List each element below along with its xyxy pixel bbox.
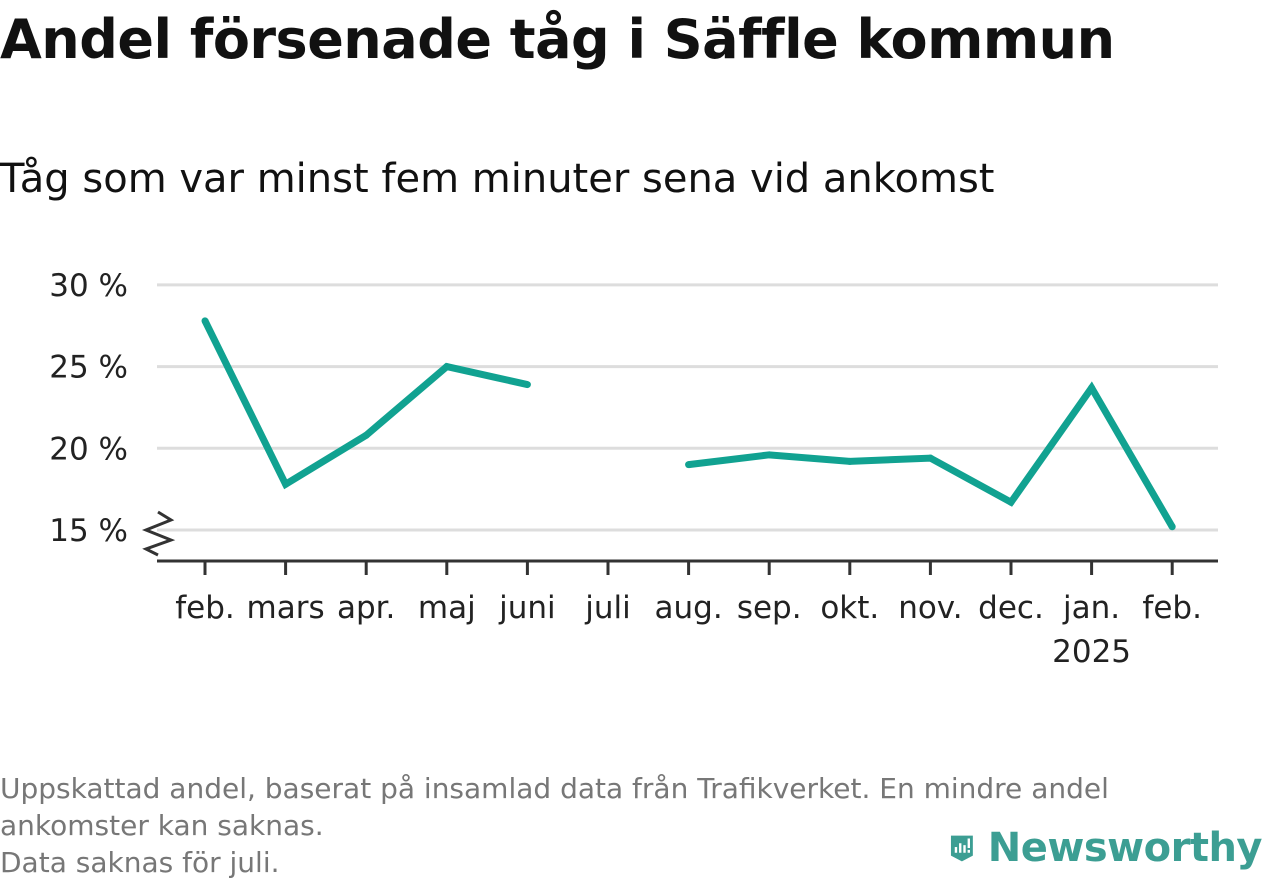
x-tick-label: juni	[498, 590, 556, 626]
x-axis	[141, 510, 1218, 575]
chart-title: Andel försenade tåg i Säffle kommun	[0, 8, 1115, 71]
y-tick-label: 25 %	[49, 350, 128, 386]
footer-note: Uppskattad andel, baserat på insamlad da…	[0, 770, 1250, 881]
x-tick-label: aug.	[655, 590, 723, 626]
series	[201, 317, 1176, 531]
x-tick-label: okt.	[820, 590, 879, 626]
tick-labels: 15 % 20 % 25 % 30 % feb. mars apr. maj juni juli a…	[49, 268, 1202, 670]
data-point	[1168, 523, 1176, 531]
y-tick-label: 30 %	[49, 268, 128, 304]
y-tick-label: 15 %	[49, 513, 128, 549]
brand: Newsworthy	[950, 818, 1262, 878]
x-tick-label: jan.	[1062, 590, 1120, 626]
y-tick-label: 20 %	[49, 431, 128, 467]
x-tick-label: maj	[418, 590, 476, 626]
data-point	[523, 381, 531, 389]
data-point	[362, 431, 370, 439]
data-point	[443, 363, 451, 371]
axis-break-icon	[141, 510, 176, 557]
x-tick-label: feb.	[175, 590, 235, 626]
data-point	[765, 451, 773, 459]
chart-subtitle: Tåg som var minst fem minuter sena vid a…	[0, 156, 995, 202]
footer-note-line2: Data saknas för juli.	[0, 846, 280, 879]
x-tick-label: mars	[247, 590, 325, 626]
x-tick-label: sep.	[737, 590, 802, 626]
data-point	[282, 480, 290, 488]
series-line	[201, 319, 529, 490]
x-tick-label: nov.	[898, 590, 962, 626]
brand-name: Newsworthy	[987, 825, 1262, 871]
x-tick-label: apr.	[337, 590, 395, 626]
gridlines	[157, 283, 1218, 532]
x-tick-sublabel: 2025	[1052, 634, 1131, 670]
data-point	[685, 461, 693, 469]
x-tick-label: juli	[584, 590, 631, 626]
x-tick-label: feb.	[1142, 590, 1202, 626]
data-point	[1007, 498, 1015, 506]
line-chart: 15 % 20 % 25 % 30 % feb. mars apr. maj juni juli a…	[49, 268, 1218, 670]
data-point	[926, 454, 934, 462]
data-point	[1088, 384, 1096, 392]
footer-note-line1: Uppskattad andel, baserat på insamlad da…	[0, 772, 1109, 842]
data-point	[201, 317, 209, 325]
x-tick-label: dec.	[978, 590, 1044, 626]
data-point	[846, 457, 854, 465]
newsworthy-logo-icon	[950, 835, 973, 862]
